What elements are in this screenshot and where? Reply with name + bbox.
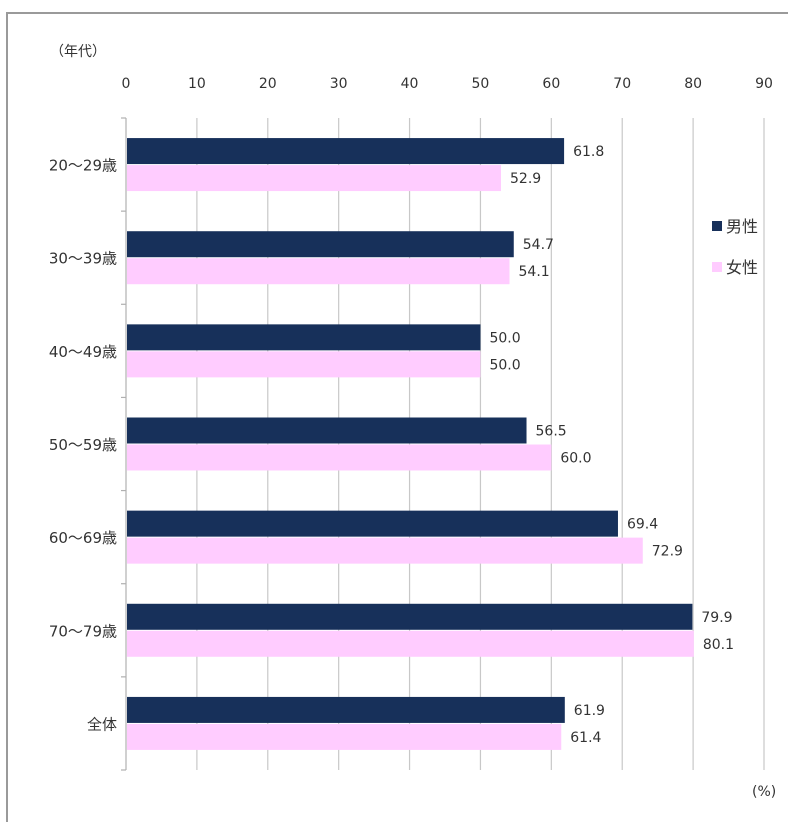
x-tick-label: 20 [259,76,277,92]
x-axis-unit: (%) [752,784,776,800]
bar-female [127,258,510,285]
bar-male [127,417,527,444]
data-label: 56.5 [536,424,567,440]
bars: 61.8 52.9 54.7 54.1 50.0 50.0 56.5 60.0 69.4 72.9… [127,138,734,750]
grid-lines [121,117,765,771]
legend-label: 男性 [726,217,758,236]
bar-male [127,231,514,258]
category-label: 20～29歳 [49,157,117,175]
bar-female [127,351,481,378]
legend-swatch [712,262,722,272]
bar-female [127,444,552,471]
data-label: 61.4 [570,730,601,746]
chart-frame [6,12,788,822]
data-label: 69.4 [627,517,658,533]
x-tick-label: 90 [755,76,773,92]
data-label: 52.9 [510,171,541,187]
data-label: 79.9 [701,610,732,626]
data-label: 61.9 [574,703,605,719]
x-tick-label: 80 [684,76,702,92]
x-tick-label: 50 [472,76,490,92]
x-tick-label: 0 [122,76,131,92]
category-label: 40～49歳 [49,343,117,361]
category-label: 60～69歳 [49,529,117,547]
bar-male [127,324,481,351]
bar-male [127,510,618,537]
legend-swatch [712,221,722,231]
x-tick-label: 40 [401,76,419,92]
bar-male [127,603,693,630]
data-label: 72.9 [652,544,683,560]
x-tick-labels: 0 10 20 30 40 50 60 70 80 90 [122,76,773,92]
data-label: 54.1 [519,264,550,280]
y-axis-title: （年代） [50,44,106,60]
bar-female [127,537,643,564]
bar-female [127,630,694,657]
category-label: 30～39歳 [49,250,117,268]
x-tick-label: 60 [542,76,560,92]
legend-label: 女性 [726,258,758,277]
bar-male [127,696,565,723]
data-label: 50.0 [489,330,520,346]
category-label: 全体 [87,715,117,733]
data-label: 60.0 [560,451,591,467]
data-label: 61.8 [573,144,604,160]
bar-male [127,138,565,165]
category-label: 50～59歳 [49,436,117,454]
x-tick-label: 10 [188,76,206,92]
data-label: 54.7 [523,237,554,253]
category-label: 70～79歳 [49,622,117,640]
bar-female [127,165,502,192]
bar-female [127,723,562,750]
data-label: 50.0 [489,357,520,373]
data-label: 80.1 [703,637,734,653]
x-tick-label: 30 [330,76,348,92]
x-tick-label: 70 [613,76,631,92]
